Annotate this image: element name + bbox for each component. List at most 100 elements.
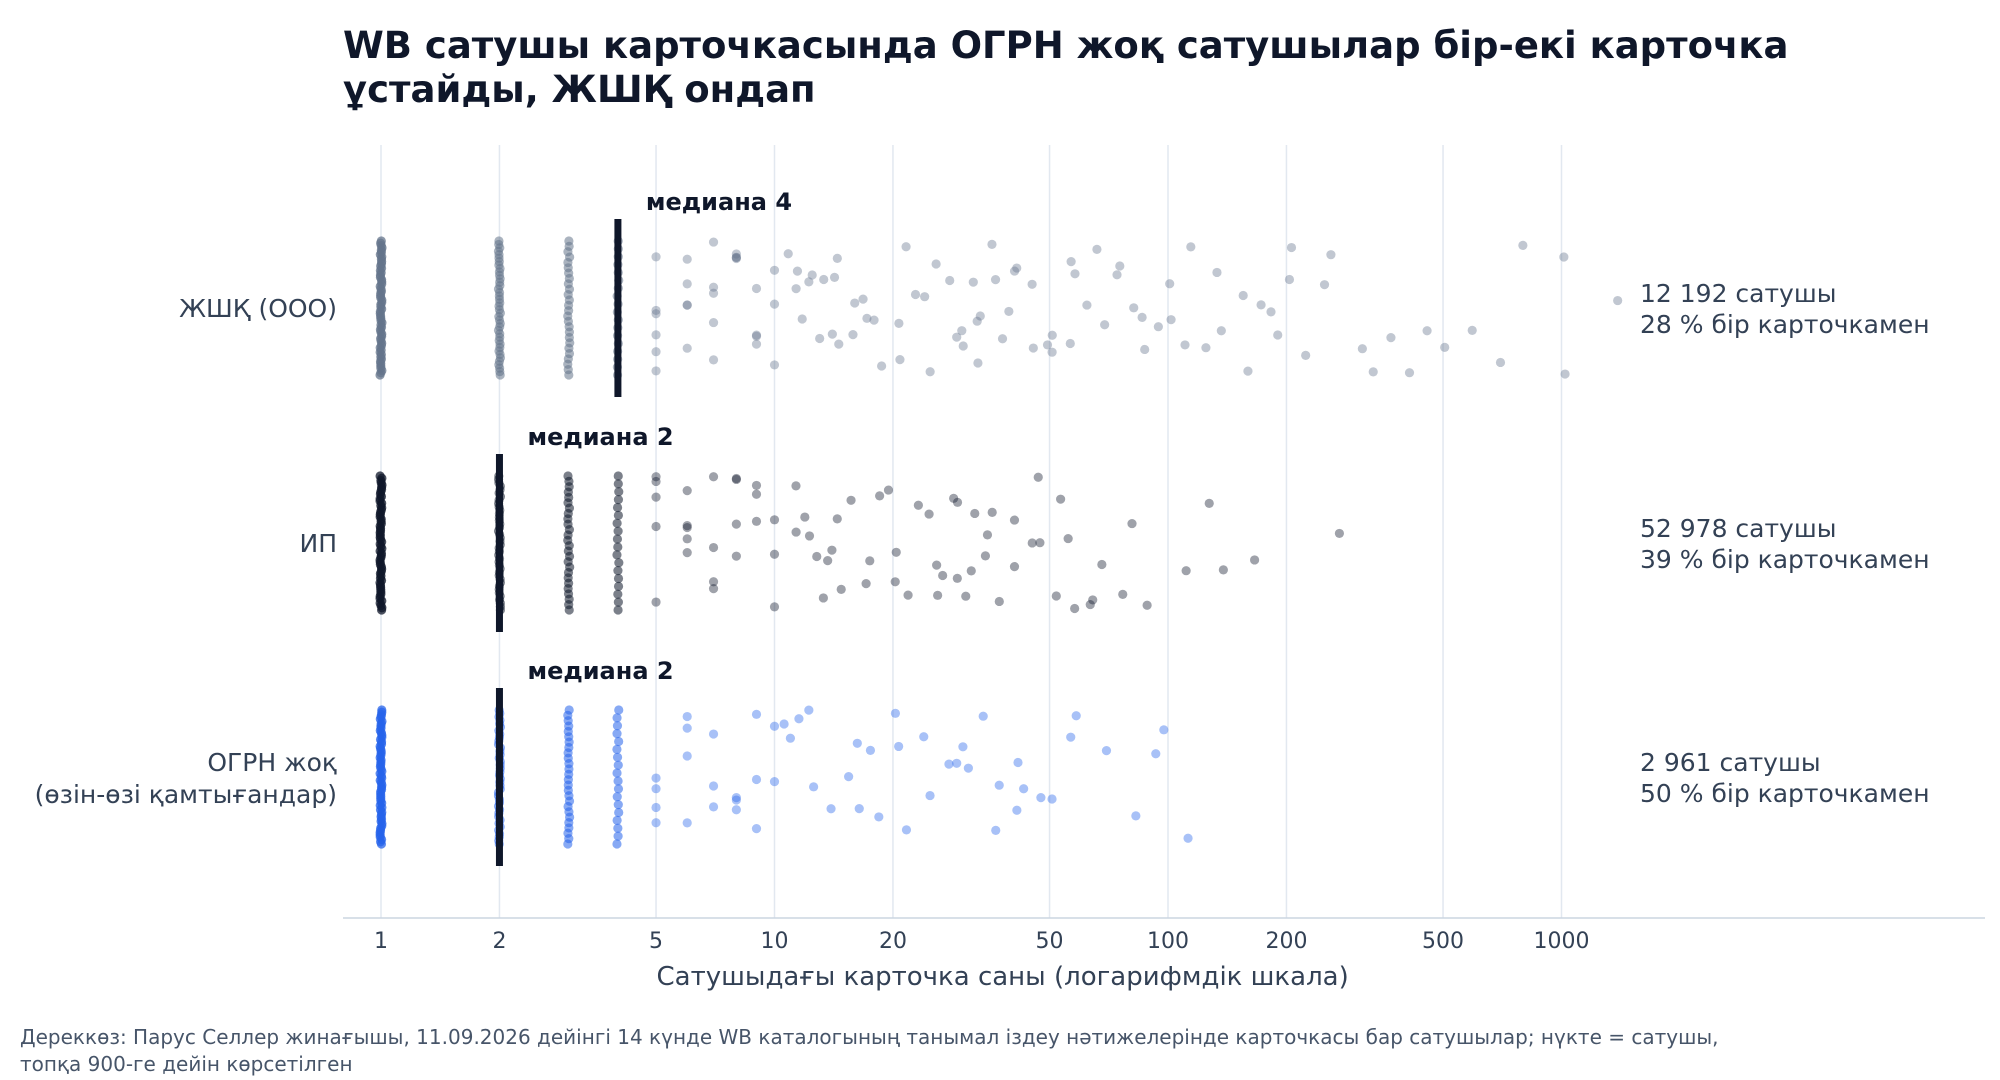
seller-dot [944, 759, 954, 769]
seller-dot [1142, 600, 1152, 610]
seller-dot [883, 485, 894, 495]
seller-dot [1035, 538, 1045, 548]
median-markers: медиана 4 медиана 2 медиана 2 [495, 188, 792, 866]
seller-dot [852, 738, 862, 748]
x-tick-label: 500 [1422, 929, 1464, 954]
seller-dot [961, 591, 971, 601]
seller-dot [769, 360, 780, 370]
seller-dot [894, 318, 904, 328]
seller-dot [1422, 326, 1432, 336]
seller-dot [612, 518, 622, 528]
seller-dot [651, 492, 661, 502]
median-label: медиана 2 [527, 423, 673, 451]
seller-dots [375, 236, 1623, 849]
seller-dot [613, 526, 623, 536]
seller-dot [932, 560, 942, 570]
seller-dot [1467, 325, 1477, 336]
seller-dot [1100, 320, 1110, 330]
seller-dot [991, 825, 1001, 835]
seller-dot [848, 329, 858, 340]
seller-dot [731, 805, 741, 815]
seller-dot [865, 556, 875, 566]
seller-dot [990, 275, 1001, 285]
seller-dot [1243, 366, 1253, 376]
seller-dot [769, 265, 780, 275]
seller-dot [731, 519, 741, 529]
seller-dot [792, 266, 803, 276]
seller-dot [651, 305, 661, 316]
seller-dot [823, 555, 833, 566]
seller-dot [731, 795, 741, 805]
seller-dot [1004, 306, 1014, 317]
seller-dot [1186, 242, 1196, 252]
seller-dot [1070, 603, 1080, 614]
seller-dot [973, 358, 983, 368]
seller-dot [1112, 270, 1122, 280]
seller-dot [874, 812, 884, 822]
x-tick-label: 10 [761, 929, 789, 954]
single-card-share-label: 50 % бір карточкамен [1640, 779, 1930, 808]
seller-dot [682, 486, 692, 496]
seller-dot [1065, 338, 1075, 349]
seller-dot [901, 825, 912, 835]
seller-dot [614, 705, 624, 715]
group-label: ОГРН жоқ [207, 748, 337, 777]
seller-dot [834, 339, 844, 349]
seller-dot [613, 510, 623, 521]
seller-dot [751, 331, 762, 341]
seller-dot [1036, 793, 1046, 803]
seller-dot [1518, 240, 1528, 250]
x-tick-label: 2 [492, 929, 506, 954]
seller-dot [613, 597, 623, 607]
seller-dot [769, 549, 780, 559]
seller-dot [924, 509, 934, 519]
seller-dot [829, 272, 840, 283]
seller-dot [708, 288, 719, 298]
seller-dot [1118, 589, 1128, 599]
seller-dot [957, 326, 967, 336]
seller-dot [613, 784, 624, 794]
median-line [614, 219, 622, 397]
seller-dot [564, 605, 574, 615]
seller-dot [751, 709, 762, 719]
seller-dot [612, 721, 623, 731]
seller-dot [919, 732, 929, 742]
seller-dot [1027, 279, 1037, 289]
seller-dot [1559, 252, 1569, 262]
seller-dot [651, 802, 661, 813]
seller-dot [890, 577, 900, 587]
seller-dot [614, 487, 624, 497]
seller-dot [903, 590, 913, 600]
seller-dot [938, 570, 948, 581]
seller-dot [970, 508, 980, 519]
seller-dot [1012, 263, 1022, 273]
seller-dot [1180, 340, 1190, 350]
seller-dot [862, 313, 872, 323]
seller-dot [804, 531, 815, 541]
seller-dot [682, 548, 692, 558]
seller-dot [682, 711, 692, 722]
seller-dot [1042, 340, 1053, 350]
seller-dot [1319, 280, 1330, 290]
seller-dot [1013, 757, 1023, 768]
seller-dot [1127, 518, 1137, 529]
seller-dot [1012, 805, 1022, 815]
seller-dot [1201, 343, 1211, 353]
seller-dot [807, 270, 817, 280]
seller-dot [708, 577, 719, 587]
seller-dot [651, 347, 661, 357]
seller-dot [751, 330, 762, 340]
seller-dot [1140, 344, 1150, 355]
source-note-line-2: топқа 900-ге дейін көрсетілген [20, 1052, 353, 1076]
seller-dot [844, 772, 854, 782]
seller-dot [612, 768, 622, 778]
seller-dot [791, 481, 801, 491]
seller-dot [651, 521, 661, 532]
seller-dot [682, 522, 692, 533]
seller-dot [613, 565, 623, 576]
seller-dot [958, 742, 968, 752]
seller-dot [1326, 250, 1336, 260]
median-label: медиана 2 [527, 657, 673, 685]
seller-dot [1009, 562, 1020, 572]
